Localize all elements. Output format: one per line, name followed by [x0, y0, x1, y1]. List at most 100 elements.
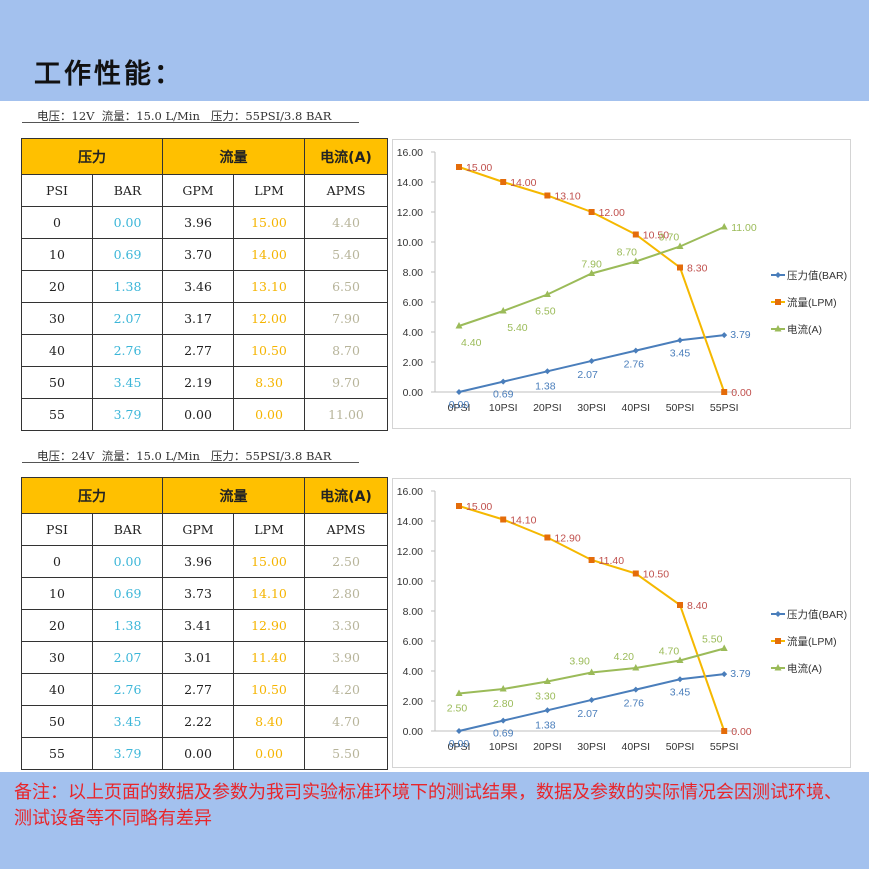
- data-label: 12.90: [554, 533, 580, 545]
- x-tick-label: 40PSI: [621, 741, 650, 753]
- table-row: 30 2.07 3.01 11.40 3.90: [21, 641, 388, 674]
- cell-gpm: 3.17: [162, 302, 234, 335]
- data-point: [588, 269, 596, 276]
- cell-apms: 11.00: [304, 398, 388, 431]
- table-row: 0 0.00 3.96 15.00 4.40: [21, 206, 388, 239]
- x-tick-label: 55PSI: [710, 741, 739, 753]
- legend-label: 压力值(BAR): [787, 608, 847, 621]
- cell-psi: 0: [21, 545, 93, 578]
- cell-bar: 0.00: [92, 206, 163, 239]
- performance-table-12v: 压力 流量 电流(A) PSI BAR GPM LPM APMS 0 0.00 3.…: [21, 138, 388, 431]
- cell-gpm: 2.22: [162, 705, 234, 738]
- cell-lpm: 0.00: [233, 737, 305, 770]
- cell-gpm: 2.77: [162, 334, 234, 367]
- cell-psi: 30: [21, 302, 93, 335]
- test-conditions-12v: 电压：12V 流量：15.0 L/Min 压力：55PSI/3.8 BAR: [37, 109, 332, 123]
- legend-marker: [775, 638, 781, 644]
- data-point: [500, 179, 507, 185]
- y-tick-label: 16.00: [397, 486, 423, 498]
- data-point: [456, 164, 462, 170]
- data-point: [544, 707, 551, 714]
- data-point: [720, 223, 728, 230]
- col-header-psi: PSI: [21, 174, 93, 207]
- data-label: 3.30: [535, 691, 556, 703]
- cell-gpm: 3.73: [162, 577, 234, 610]
- cell-lpm: 8.40: [233, 705, 305, 738]
- y-tick-label: 0.00: [403, 726, 424, 738]
- data-point: [677, 264, 683, 271]
- y-tick-label: 16.00: [397, 147, 423, 159]
- cell-bar: 1.38: [92, 270, 163, 303]
- x-tick-label: 10PSI: [489, 402, 518, 414]
- cell-psi: 10: [21, 577, 93, 610]
- cell-gpm: 2.77: [162, 673, 234, 706]
- cell-bar: 2.76: [92, 334, 163, 367]
- data-point: [632, 664, 640, 671]
- cell-lpm: 15.00: [233, 206, 305, 239]
- x-tick-label: 0PSI: [448, 741, 471, 753]
- data-point: [721, 332, 728, 339]
- data-label: 2.50: [447, 703, 468, 715]
- x-tick-label: 40PSI: [621, 402, 650, 414]
- data-label: 3.79: [730, 668, 751, 680]
- y-tick-label: 8.00: [403, 606, 424, 618]
- table-row: 10 0.69 3.70 14.00 5.40: [21, 238, 388, 271]
- y-tick-label: 14.00: [397, 177, 423, 189]
- x-tick-label: 0PSI: [448, 402, 471, 414]
- cell-psi: 10: [21, 238, 93, 271]
- cell-bar: 3.45: [92, 366, 163, 399]
- cell-lpm: 0.00: [233, 398, 305, 431]
- cell-apms: 3.30: [304, 609, 388, 642]
- cell-bar: 3.79: [92, 398, 163, 431]
- cell-gpm: 3.70: [162, 238, 234, 271]
- cell-lpm: 15.00: [233, 545, 305, 578]
- data-label: 2.80: [493, 698, 514, 710]
- chart-svg: 0.00 2.00 4.00 6.00 8.00 10.00 12.00 14.00 16.00…: [397, 147, 847, 414]
- data-point: [543, 290, 551, 297]
- y-tick-label: 14.00: [397, 516, 423, 528]
- x-tick-label: 20PSI: [533, 402, 562, 414]
- table-row: 0 0.00 3.96 15.00 2.50: [21, 545, 388, 578]
- data-label: 3.90: [569, 656, 590, 668]
- cell-apms: 4.70: [304, 705, 388, 738]
- cell-gpm: 3.96: [162, 545, 234, 578]
- data-label: 11.00: [731, 222, 757, 234]
- data-point: [720, 644, 728, 651]
- table-row: 10 0.69 3.73 14.10 2.80: [21, 577, 388, 610]
- cell-apms: 4.40: [304, 206, 388, 239]
- cell-lpm: 10.50: [233, 673, 305, 706]
- y-tick-label: 12.00: [397, 546, 423, 558]
- data-point: [721, 389, 728, 395]
- cell-bar: 2.07: [92, 641, 163, 674]
- y-tick-label: 6.00: [403, 297, 424, 309]
- col-header-bar: BAR: [92, 174, 163, 207]
- cell-lpm: 13.10: [233, 270, 305, 303]
- data-label: 3.45: [670, 686, 691, 698]
- cell-psi: 50: [21, 366, 93, 399]
- y-tick-label: 10.00: [397, 576, 423, 588]
- data-point: [632, 347, 639, 354]
- performance-table-24v: 压力 流量 电流(A) PSI BAR GPM LPM APMS 0 0.00 3.…: [21, 477, 388, 770]
- col-header-gpm: GPM: [162, 174, 234, 207]
- legend-label: 流量(LPM): [787, 635, 837, 648]
- cell-lpm: 11.40: [233, 641, 305, 674]
- x-tick-label: 20PSI: [533, 741, 562, 753]
- divider-line: [22, 122, 359, 123]
- cell-apms: 7.90: [304, 302, 388, 335]
- group-header-pressure: 压力: [21, 477, 163, 514]
- cell-gpm: 0.00: [162, 737, 234, 770]
- data-label: 2.07: [577, 708, 598, 720]
- data-point: [500, 516, 507, 523]
- table-row: 30 2.07 3.17 12.00 7.90: [21, 302, 388, 335]
- col-header-psi: PSI: [21, 513, 93, 546]
- cell-apms: 9.70: [304, 366, 388, 399]
- page-title: 工作性能：: [34, 59, 184, 90]
- cell-gpm: 3.41: [162, 609, 234, 642]
- data-point: [588, 209, 595, 215]
- data-point: [632, 570, 639, 577]
- cell-apms: 3.90: [304, 641, 388, 674]
- data-label: 9.70: [659, 232, 680, 244]
- cell-lpm: 12.00: [233, 302, 305, 335]
- cell-psi: 0: [21, 206, 93, 239]
- cell-psi: 20: [21, 609, 93, 642]
